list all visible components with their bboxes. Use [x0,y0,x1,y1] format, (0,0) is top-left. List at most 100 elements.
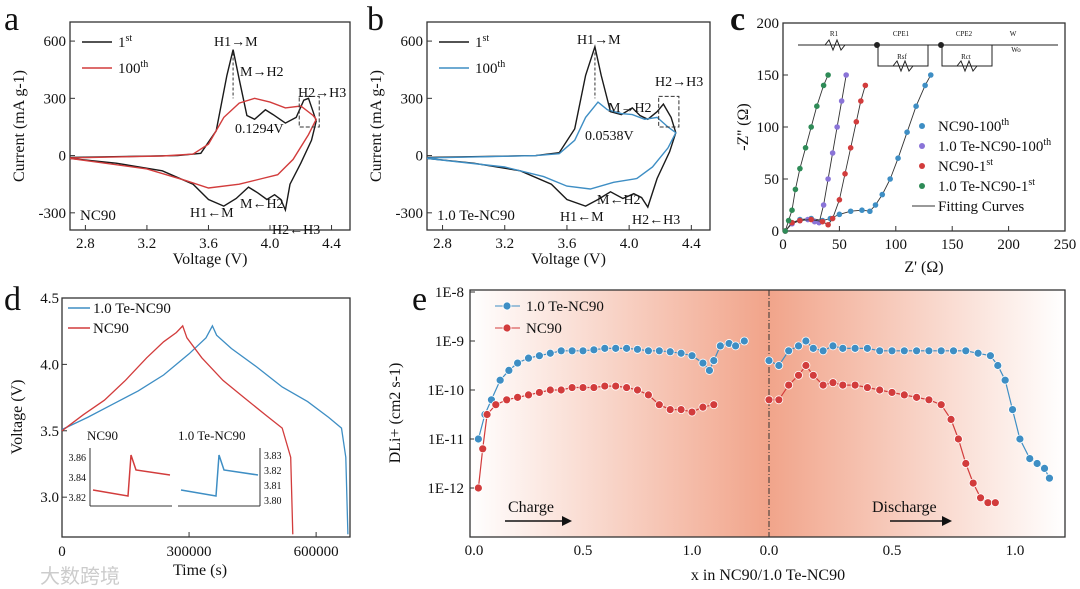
circuit-label: CPE2 [956,30,973,38]
plot-frame-b [426,21,711,231]
y-tick-label-a: 300 [44,91,67,107]
y-tick-label-e: 1E-9 [435,334,464,350]
inset-title: NC90 [87,428,118,443]
cv-curve-1st-b [426,44,677,209]
data-point-1.0 Te-NC90 [687,351,697,361]
data-point-NC90 [990,498,1000,508]
background-gradient [470,290,1065,537]
circuit-node [938,42,944,48]
data-point-NC90-100th [922,82,928,89]
data-point-NC90 [535,388,544,397]
gitt-curve-1.0 Te-NC90 [61,324,349,535]
data-point-1.0 Te-NC90-100th [829,150,836,156]
charge-label: Charge [508,499,554,516]
y-axis-label-a: Current (mA g-1) [11,70,28,182]
data-point-NC90-100th [879,191,886,198]
data-point-1.0 Te-NC90 [504,365,514,375]
data-point-NC90 [887,388,897,397]
y-tick-label-b: 600 [401,34,424,50]
data-point-NC90-100th [904,129,910,135]
data-point-NC90-100th [927,72,934,78]
x-tick-label-b: 3.6 [558,236,577,252]
data-point-1.0 Te-NC90 [973,348,983,358]
y-tick-label-a: -300 [39,206,67,222]
circuit-label: CPE1 [893,30,910,38]
data-point-1.0 Te-NC90-1st [808,124,814,130]
inset-tick-label: 3.84 [69,473,87,484]
data-point-1.0 Te-NC90 [1025,454,1035,464]
data-point-1.0 Te-NC90 [578,346,588,356]
data-point-1.0 Te-NC90-1st [782,228,789,234]
y-tick-label-a: 600 [44,34,67,50]
y-tick-label-b: 0 [416,149,424,165]
y-axis-label-d: Voltage (V) [9,380,26,455]
data-point-1.0 Te-NC90 [524,353,533,363]
panel-label-d: d [4,281,21,318]
data-point-1.0 Te-NC90 [600,343,610,353]
inset-tick-label: 3.80 [264,496,282,507]
resistor-r1-icon [824,38,846,52]
x-tick-label-d: 0 [58,544,66,560]
peak-annotation-a: M→H2 [240,65,284,80]
data-point-1.0 Te-NC90 [838,343,848,353]
panel-label-c: c [730,1,745,38]
data-point-NC90-1st [858,98,864,104]
data-point-NC90 [622,383,631,392]
peak-annotation-a: 0.1294V [235,122,284,137]
data-point-NC90 [801,361,811,370]
data-point-1.0 Te-NC90 [589,345,599,355]
data-point-1.0 Te-NC90-100th [843,72,849,78]
data-point-1.0 Te-NC90 [633,344,642,354]
x-tick-label-c: 150 [941,237,964,253]
data-point-1.0 Te-NC90 [709,356,719,366]
x-tick-label-e: 1.0 [1006,543,1025,559]
data-point-1.0 Te-NC90 [986,351,995,361]
data-point-NC90 [513,392,522,402]
y-axis-label-b: Current (mA g-1) [368,70,385,182]
data-point-1.0 Te-NC90 [764,356,774,366]
peak-annotation-a: H2←H3 [272,223,320,238]
data-point-NC90-1st [862,82,869,89]
data-point-1.0 Te-NC90 [924,346,934,356]
charge-arrow-head-icon [562,516,572,526]
data-point-1.0 Te-NC90 [828,341,838,351]
data-point-NC90-100th [836,211,843,218]
inset-tick-label: 3.82 [264,466,282,477]
data-point-NC90 [983,498,993,508]
data-point-1.0 Te-NC90-1st [802,145,809,151]
x-tick-label-d: 300000 [167,544,212,560]
fitting-curve-NC90-1st [784,85,866,232]
data-point-1.0 Te-NC90-1st [789,207,795,213]
panel-label-b: b [367,1,384,38]
legend-label-a: 1st [118,33,132,51]
data-point-1.0 Te-NC90 [715,341,725,351]
x-tick-label-b: 2.8 [433,236,452,252]
data-point-1.0 Te-NC90-1st [797,165,803,172]
sample-label-a: NC90 [80,208,116,224]
data-point-1.0 Te-NC90 [513,358,522,368]
y-tick-label-e: 1E-11 [428,432,464,448]
inset-tick-label: 3.83 [264,451,282,462]
data-point-NC90 [589,383,599,392]
data-point-1.0 Te-NC90 [698,358,708,368]
data-point-NC90-1st [797,217,803,224]
x-tick-label-b: 4.4 [682,236,701,252]
legend-marker-e [502,323,512,333]
h2-h3-box-a [298,95,320,128]
plot-frame-e [469,289,1066,538]
data-point-NC90 [961,459,971,468]
x-tick-label-a: 3.2 [138,236,157,252]
inset-curve [92,454,171,497]
peak-annotation-a: H1→M [214,35,258,50]
gitt-curve-NC90 [61,324,294,535]
data-point-NC90 [611,381,621,391]
data-point-NC90 [545,385,555,395]
data-point-NC90 [794,370,803,380]
data-point-1.0 Te-NC90 [705,365,714,375]
y-tick-label-c: 0 [772,224,780,240]
resistor-rct-icon [956,59,978,73]
data-point-1.0 Te-NC90 [1015,434,1025,444]
data-point-1.0 Te-NC90 [473,434,483,444]
x-axis-label-e: x in NC90/1.0 Te-NC90 [691,567,845,584]
x-tick-label-c: 100 [885,237,908,253]
